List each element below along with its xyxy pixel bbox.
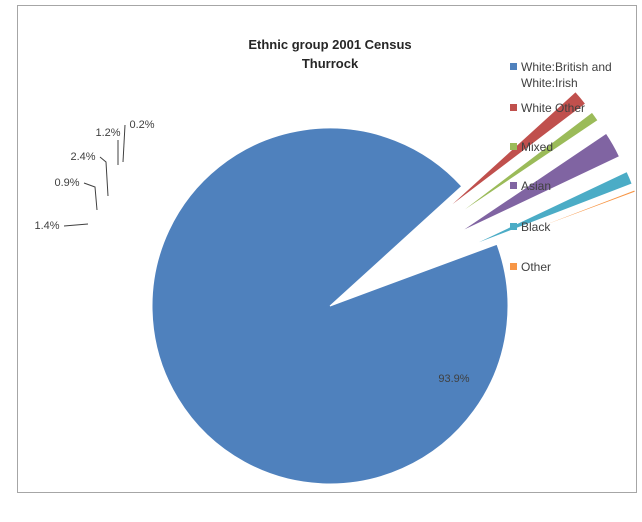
legend: White:British and White:Irish White Other M… [510, 60, 612, 274]
legend-label-3: Mixed [521, 140, 553, 154]
legend-swatch-4 [510, 182, 517, 189]
data-label-6: 0.2% [129, 119, 154, 131]
chart-title: Ethnic group 2001 Census Thurrock [248, 37, 411, 71]
data-label-2: 1.4% [34, 220, 59, 232]
legend-swatch-3 [510, 143, 517, 150]
leader-lines [63, 124, 126, 227]
legend-label-6: Other [521, 260, 551, 274]
data-label-4: 2.4% [70, 151, 95, 163]
legend-label-5: Black [521, 220, 551, 234]
data-label-3: 0.9% [54, 177, 79, 189]
pie-slices [151, 90, 637, 485]
leader-line-3 [83, 182, 98, 211]
pie-slice-4 [458, 132, 621, 234]
legend-swatch-2 [510, 104, 517, 111]
data-labels: 93.9% 1.4% 0.9% 2.4%1.2% 0.2% [34, 119, 469, 385]
data-label-1: 93.9% [438, 373, 469, 385]
leader-line-2 [63, 223, 89, 227]
pie-slice-6 [468, 189, 637, 255]
legend-label-2: White Other [521, 101, 585, 115]
legend-swatch-5 [510, 223, 517, 230]
pie-slice-5 [465, 170, 633, 249]
data-label-5: 1.2% [95, 127, 120, 139]
legend-label-4: Asian [521, 179, 551, 193]
legend-label-1-line-1: White:British and [521, 60, 612, 74]
chart-title-line-1: Ethnic group 2001 Census [248, 37, 411, 52]
pie-slice-3 [450, 111, 599, 221]
chart-title-line-2: Thurrock [302, 56, 359, 71]
pie-slice-2 [443, 90, 587, 212]
legend-swatch-6 [510, 263, 517, 270]
leader-line-6 [122, 124, 126, 163]
leader-line-4 [99, 156, 109, 197]
pie-slice-1 [151, 127, 509, 485]
legend-swatch-1 [510, 63, 517, 70]
legend-label-1-line-2: White:Irish [521, 76, 578, 90]
